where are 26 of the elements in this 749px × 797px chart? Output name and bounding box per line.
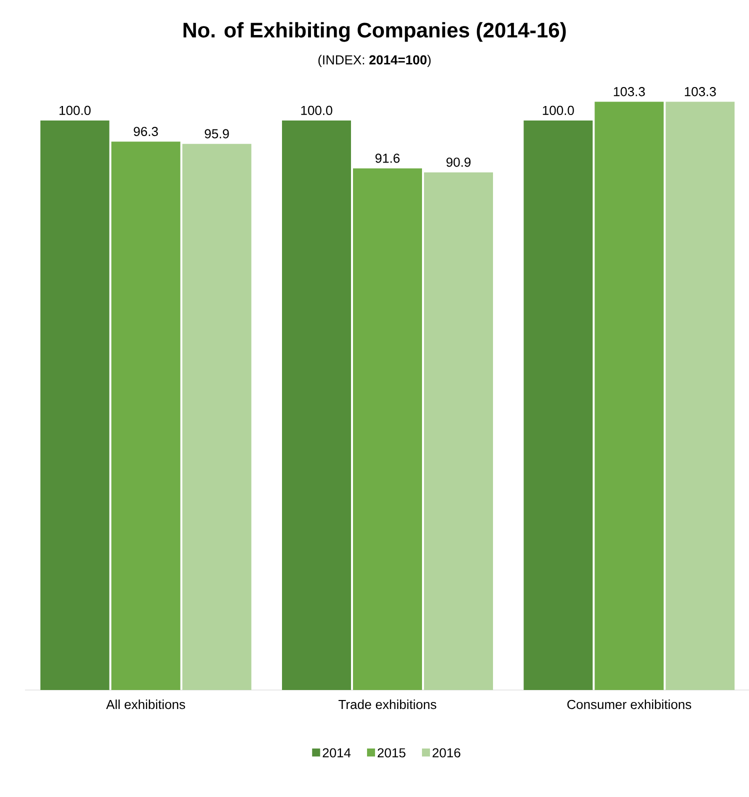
data-label: 96.3	[134, 126, 158, 136]
bar	[111, 142, 180, 690]
data-label: 103.3	[684, 87, 716, 96]
chart-subtitle: (INDEX: 2014=100)	[318, 54, 431, 68]
bar	[424, 172, 494, 690]
data-label: 100.0	[301, 106, 332, 116]
x-tick-label: All exhibitions	[106, 700, 186, 710]
bar	[282, 120, 352, 690]
data-label: 100.0	[60, 106, 91, 116]
x-tick-label: Consumer exhibitions	[567, 700, 692, 710]
legend-label: 2015	[378, 748, 406, 758]
data-label: 95.9	[204, 129, 229, 138]
bar	[524, 120, 593, 690]
bar	[182, 144, 252, 690]
legend-label: 2016	[432, 748, 460, 758]
data-label: 100.0	[542, 106, 574, 116]
chart-title: No. of Exhibiting Companies (2014-16)	[184, 22, 566, 42]
bar	[666, 102, 735, 690]
data-label: 90.9	[446, 158, 471, 167]
bar	[40, 120, 110, 690]
legend-label: 2014	[322, 748, 351, 758]
x-tick-label: Trade exhibitions	[338, 700, 436, 710]
data-label: 103.3	[614, 87, 645, 96]
bar	[353, 168, 422, 690]
data-label: 91.6	[375, 154, 400, 163]
bar	[594, 102, 664, 690]
